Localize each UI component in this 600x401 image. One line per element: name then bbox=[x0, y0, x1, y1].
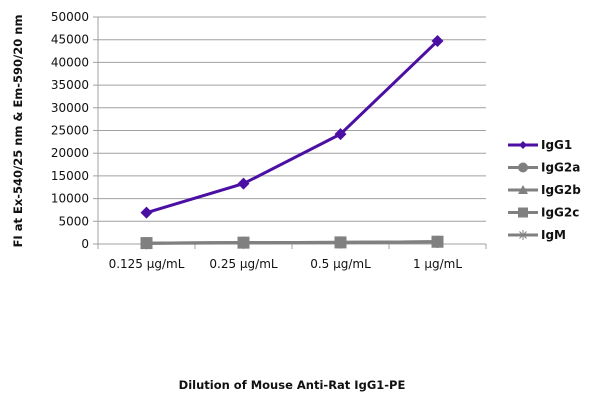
legend-item: IgG1 bbox=[508, 138, 572, 152]
diamond-marker bbox=[519, 141, 527, 149]
series-line bbox=[146, 39, 439, 215]
y-tick-label: 15000 bbox=[51, 169, 89, 183]
y-tick-label: 50000 bbox=[51, 10, 89, 24]
legend: IgG1 IgG2a IgG2b IgG2c IgM bbox=[508, 138, 581, 242]
circle-marker bbox=[237, 236, 250, 249]
square-marker bbox=[518, 207, 528, 218]
y-axis-label: FI at Ex-540/25 nm & Em-590/20 nm bbox=[11, 15, 25, 248]
diamond-marker bbox=[140, 206, 153, 219]
diamond-marker bbox=[237, 177, 250, 190]
series-IgG1 bbox=[140, 35, 444, 219]
series-IgG2a bbox=[140, 235, 444, 250]
legend-item: IgG2b bbox=[508, 183, 581, 197]
legend-label: IgM bbox=[541, 228, 566, 242]
x-tick-label: 0.125 µg/mL bbox=[109, 257, 185, 271]
circle-marker bbox=[140, 237, 153, 250]
y-tick-label: 0 bbox=[81, 237, 89, 251]
legend-item: IgG2c bbox=[508, 206, 579, 220]
y-tick-label: 20000 bbox=[51, 146, 89, 160]
y-tick-label: 30000 bbox=[51, 101, 89, 115]
x-tick-label: 0.5 µg/mL bbox=[310, 257, 371, 271]
y-tick-label: 35000 bbox=[51, 78, 89, 92]
y-tick-label: 25000 bbox=[51, 124, 89, 138]
y-tick-labels: 0 5000 10000 15000 20000 25000 30000 35000 40000… bbox=[51, 10, 89, 251]
star-marker bbox=[518, 230, 528, 240]
circle-marker bbox=[334, 236, 347, 249]
x-tick-labels: 0.125 µg/mL 0.25 µg/mL 0.5 µg/mL 1 µg/mL bbox=[109, 257, 463, 271]
y-tick-label: 40000 bbox=[51, 55, 89, 69]
x-axis-label: Dilution of Mouse Anti-Rat IgG1-PE bbox=[179, 378, 406, 392]
star-stroke bbox=[519, 231, 527, 239]
legend-item: IgM bbox=[508, 228, 566, 242]
series-line bbox=[146, 240, 438, 245]
circle-marker bbox=[518, 162, 528, 173]
y-tick-label: 5000 bbox=[58, 214, 89, 228]
series-lines bbox=[140, 35, 444, 250]
x-tick-label: 1 µg/mL bbox=[413, 257, 462, 271]
diamond-marker bbox=[431, 35, 444, 48]
y-tick-label: 45000 bbox=[51, 33, 89, 47]
legend-label: IgG1 bbox=[541, 138, 572, 152]
triangle-marker bbox=[518, 185, 528, 194]
circle-marker bbox=[431, 235, 444, 248]
legend-label: IgG2c bbox=[541, 206, 579, 220]
legend-item: IgG2a bbox=[508, 161, 580, 175]
diamond-marker bbox=[334, 128, 347, 141]
legend-label: IgG2b bbox=[541, 183, 581, 197]
legend-label: IgG2a bbox=[541, 161, 580, 175]
y-tick-label: 10000 bbox=[51, 192, 89, 206]
gridlines bbox=[93, 16, 487, 249]
x-tick-label: 0.25 µg/mL bbox=[209, 257, 278, 271]
